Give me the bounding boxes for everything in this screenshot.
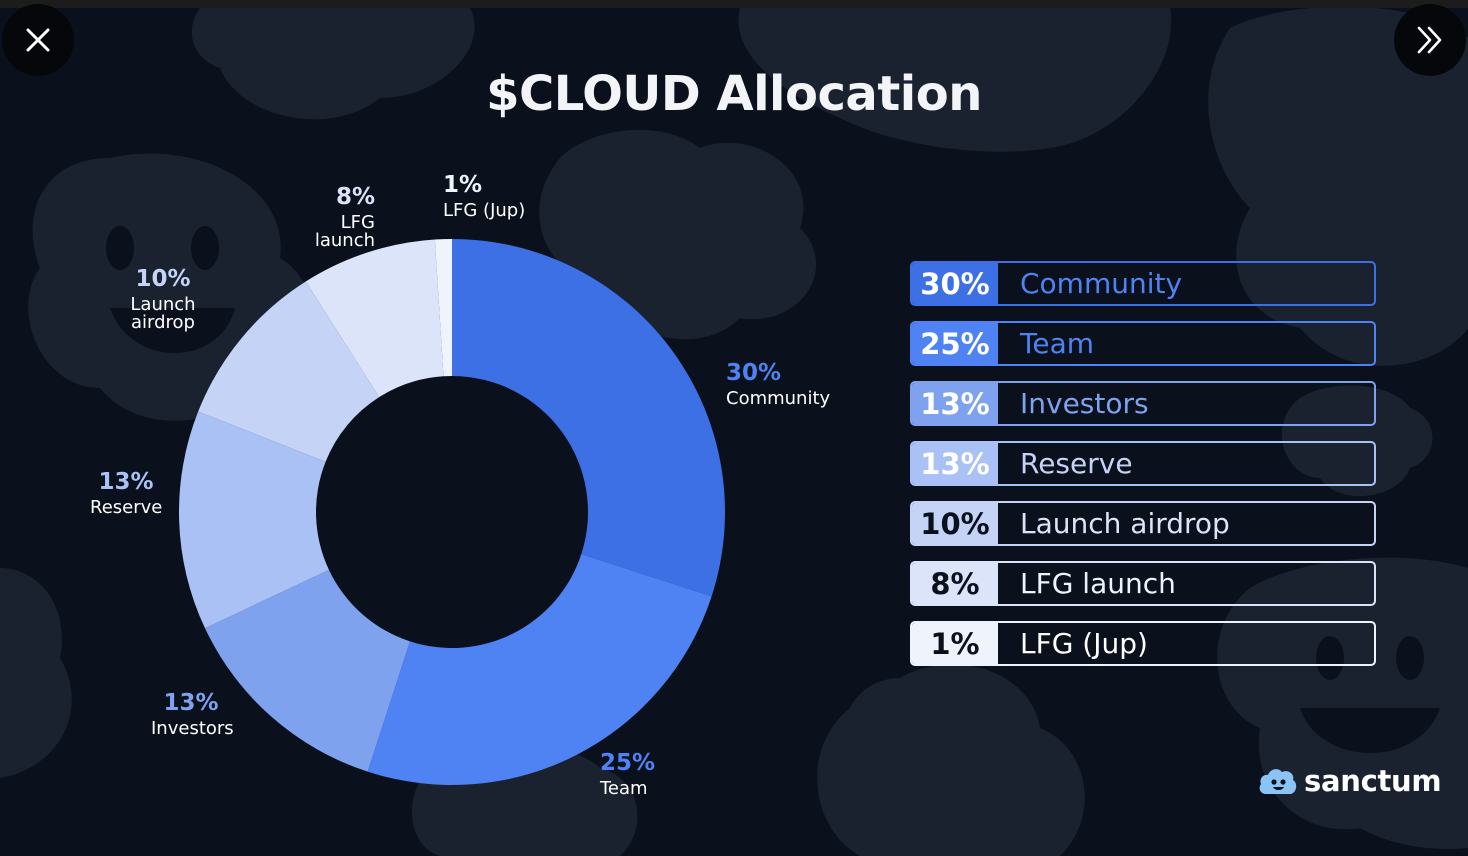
legend-label: Community [1020, 267, 1183, 300]
double-chevron-right-icon [1417, 26, 1442, 54]
legend-row-reserve: 13% Reserve [910, 441, 1376, 486]
slice-label-pct: 25% [600, 750, 656, 776]
legend-row-investors: 13% Investors [910, 381, 1376, 426]
slice-label-name: Reserve [90, 497, 163, 518]
slice-label-team: 25% Team [600, 752, 655, 798]
slice-label-investors: 13% Investors [151, 690, 234, 739]
slice-label-community: 30% Community [726, 362, 830, 408]
legend-pct: 8% [912, 563, 998, 604]
slice-label-name: LFG (Jup) [443, 200, 526, 221]
legend-row-launch-airdrop: 10% Launch airdrop [910, 501, 1376, 546]
legend-pct: 25% [912, 323, 998, 364]
top-bar [0, 0, 1468, 8]
close-button[interactable] [2, 4, 74, 76]
sanctum-brand: sanctum [1258, 764, 1442, 798]
legend-row-team: 25% Team [910, 321, 1376, 366]
legend-label: LFG (Jup) [1020, 627, 1148, 660]
legend-pct: 10% [912, 503, 998, 544]
slice-label-name: Launch airdrop [130, 294, 196, 333]
legend-row-community: 30% Community [910, 261, 1376, 306]
legend-pct: 13% [912, 443, 998, 484]
close-icon [26, 28, 50, 52]
slice-label-pct: 1% [443, 172, 483, 198]
legend-label: Team [1020, 327, 1095, 360]
slice-label-pct: 13% [98, 469, 154, 495]
slice-label-name: LFG launch [314, 212, 375, 251]
donut-slice-investors [204, 569, 410, 772]
legend-pct: 13% [912, 383, 998, 424]
donut-slice-lfg-jup [434, 239, 452, 377]
donut-slice-launch-airdrop [198, 281, 380, 462]
brand-name: sanctum [1304, 764, 1442, 798]
donut-slice-team [367, 554, 712, 785]
legend-row-lfg-jup: 1% LFG (Jup) [910, 621, 1376, 666]
slice-label-name: Community [726, 388, 831, 409]
legend-label: Launch airdrop [1020, 507, 1230, 540]
slice-label-lfg-jup: 1% LFG (Jup) [443, 174, 525, 220]
slice-label-pct: 10% [135, 266, 191, 292]
donut-slice-community [452, 239, 725, 597]
slice-label-launch-airdrop: 10% Launch airdrop [96, 268, 230, 332]
legend-pct: 1% [912, 623, 998, 664]
legend-pct: 30% [912, 263, 998, 304]
slice-label-pct: 8% [335, 184, 375, 210]
background-cloud-pattern [0, 8, 1468, 856]
slice-label-pct: 30% [726, 360, 782, 386]
slice-label-name: Team [600, 778, 648, 799]
sanctum-cloud-logo-icon [1259, 769, 1297, 794]
slice-label-name: Investors [151, 718, 234, 739]
slice-label-pct: 13% [163, 690, 219, 716]
donut-slice-reserve [179, 411, 329, 629]
next-button[interactable] [1394, 4, 1466, 76]
slice-label-lfg-launch: 8% LFG launch [275, 186, 375, 250]
slice-label-reserve: 13% Reserve [90, 471, 162, 517]
legend-row-lfg-launch: 8% LFG launch [910, 561, 1376, 606]
legend-label: Investors [1020, 387, 1149, 420]
donut-slice-lfg-launch [305, 239, 444, 398]
legend-label: LFG launch [1020, 567, 1176, 600]
chart-title: $CLOUD Allocation [486, 66, 982, 122]
legend-label: Reserve [1020, 447, 1133, 480]
